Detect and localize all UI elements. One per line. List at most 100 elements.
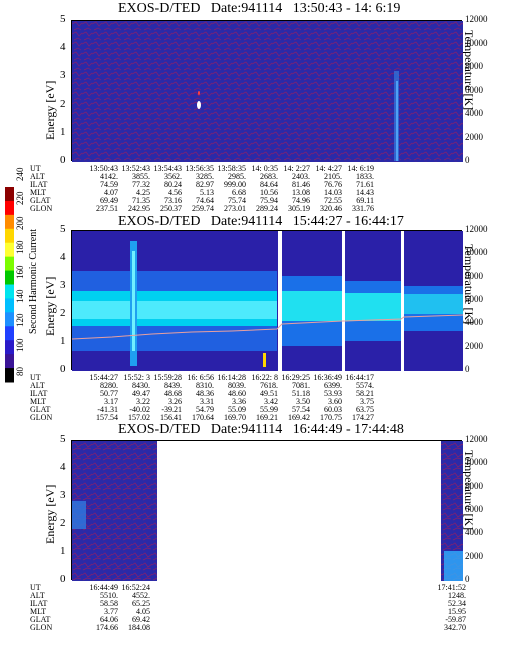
panel2-orbit-value: 49.47	[132, 389, 150, 398]
panel1-orbit-value: 4142.	[100, 172, 118, 181]
panel2-y2tick: 6000	[465, 294, 483, 304]
panel2-band-core-right	[345, 293, 401, 321]
panel3-orbit-value: 17:41:52	[437, 583, 466, 592]
panel1-ytick: 4	[60, 41, 66, 54]
panel2-y2tick: 8000	[465, 270, 483, 281]
panel2-ytick: 0	[60, 363, 66, 375]
panel3-orbit-label: MLT	[30, 607, 47, 616]
panel2-orbit-value: 54.79	[196, 405, 214, 414]
panel2-band-core-mid	[282, 291, 342, 321]
panel2-band-core-end	[404, 294, 463, 314]
panel1-orbit-value: 2985.	[228, 172, 246, 181]
panel1-orbit-value: 14: 6:19	[347, 164, 374, 173]
panel3-left-blob	[72, 501, 86, 529]
panel2-orbit-value: 3.60	[328, 397, 342, 406]
panel2-yellow-spike	[263, 353, 266, 367]
panel2-orbit-value: 169.42	[288, 413, 310, 422]
panel3-orbit-label: GLON	[30, 623, 53, 632]
panel2-orbit-value: 8280.	[100, 381, 118, 390]
colorbar-tick: 200	[15, 216, 25, 230]
panel2-spike-core	[132, 251, 135, 351]
panel2-orbit-value: 3.36	[232, 397, 246, 406]
panel2-orbit-value: 55.99	[260, 405, 278, 414]
panel1-ytick: 1	[60, 125, 66, 138]
panel1-orbit-value: 13:52:43	[121, 164, 150, 173]
panel1-y2tick: 10000	[465, 37, 488, 48]
panel3-orbit-value: 15.95	[448, 607, 466, 616]
panel3-y2tick: 0	[465, 574, 470, 584]
panel1-orbit-value: 14.43	[356, 188, 374, 197]
panel2-orbit-value: 16:22: 8	[251, 373, 278, 382]
panel3-orbit-value: 4552.	[132, 591, 150, 600]
panel1-orbit-value: 69.11	[356, 196, 374, 205]
panel3-orbit-value: 174.66	[96, 623, 118, 632]
panel2-orbit-value: -41.31	[97, 405, 118, 414]
panel3-orbit-value: 3.77	[104, 607, 118, 616]
panel3-y2tick: 6000	[465, 504, 483, 514]
panel1-orbit-value: 84.64	[260, 180, 278, 189]
panel3-orbit-value: 52.34	[448, 599, 466, 608]
panel1-orbit-value: 3562.	[164, 172, 182, 181]
panel1-orbit-value: 73.16	[164, 196, 182, 205]
panel2-data-gap-2	[342, 231, 345, 371]
panel1-orbit-value: 5.13	[200, 188, 214, 197]
panel2-orbit-value: 48.36	[196, 389, 214, 398]
panel3-orbit-value: 64.06	[100, 615, 118, 624]
panel2-y2tick: 0	[465, 364, 470, 374]
panel3-orbit-label: UT	[30, 583, 41, 592]
panel1-y2tick: 2000	[465, 131, 483, 142]
panel2-orbit-value: 57.54	[292, 405, 310, 414]
panel2-y2tick: 2000	[465, 340, 483, 351]
panel1-y2tick: 12000	[465, 14, 488, 24]
panel2-orbit-value: 170.75	[320, 413, 342, 422]
panel3-orbit-label: ALT	[30, 591, 45, 600]
panel1-orbit-value: 320.46	[320, 204, 342, 213]
panel1-orbit-value: 75.94	[260, 196, 278, 205]
panel2-orbit-value: -39.21	[161, 405, 182, 414]
colorbar-tick: 160	[15, 265, 25, 279]
panel3-orbit-value: 184.08	[128, 623, 150, 632]
panel1-orbit-value: 1833.	[356, 172, 374, 181]
panel3-y2tick: 10000	[465, 457, 488, 468]
panel1-orbit-label: ILAT	[30, 180, 48, 189]
panel2-orbit-value: 8310.	[196, 381, 214, 390]
panel1-heatmap-background	[72, 21, 463, 162]
panel2-y2tick: 4000	[465, 317, 483, 328]
panel1-streak-core	[396, 81, 398, 161]
panel1-orbit-value: 10.56	[260, 188, 278, 197]
panel3-ytick: 0	[60, 573, 66, 585]
colorbar-tick: 220	[15, 191, 25, 206]
panel2-orbit-value: 48.60	[228, 389, 246, 398]
panel3-ylabel: Energy [eV]	[43, 484, 57, 544]
panel1-orbit-value: 74.59	[100, 180, 118, 189]
panel3-orbit-value: 1248.	[448, 591, 466, 600]
panel2-temperature-trace	[71, 314, 464, 340]
panel1-svg	[72, 21, 463, 162]
panel2-orbit-value: 156.41	[160, 413, 182, 422]
colorbar-segment	[5, 368, 14, 383]
panel1-orbit-value: 71.61	[356, 180, 374, 189]
colorbar-segment	[5, 298, 14, 313]
colorbar-segment	[5, 340, 14, 355]
panel2-orbit-value: 15:44:27	[89, 373, 118, 382]
panel1-orbit-value: 13:50:43	[89, 164, 118, 173]
panel1-orbit-value: 74.96	[292, 196, 310, 205]
panel1-white-spot	[197, 101, 201, 109]
panel2-svg	[71, 231, 464, 371]
panel1-orbit-value: 13.08	[292, 188, 310, 197]
panel3-title: EXOS-D/TED Date:941114 16:44:49 - 17:44:…	[118, 422, 404, 437]
panel2-orbit-value: 174.27	[352, 413, 374, 422]
panel3-plot	[71, 440, 463, 581]
panel1-orbit-value: 14.03	[324, 188, 342, 197]
panel1-orbit-value: 2683.	[260, 172, 278, 181]
panel2-orbit-value: 53.93	[324, 389, 342, 398]
panel2-ytick: 1	[60, 335, 66, 347]
panel2-orbit-value: 6399.	[324, 381, 342, 390]
panel2-orbit-value: 51.18	[292, 389, 310, 398]
colorbar	[5, 187, 14, 383]
panel2-orbit-value: 55.09	[228, 405, 246, 414]
panel3-ytick: 4	[60, 461, 66, 473]
colorbar-label: Second Harmonic Current	[28, 229, 39, 334]
panel1-orbit-value: 289.24	[256, 204, 278, 213]
